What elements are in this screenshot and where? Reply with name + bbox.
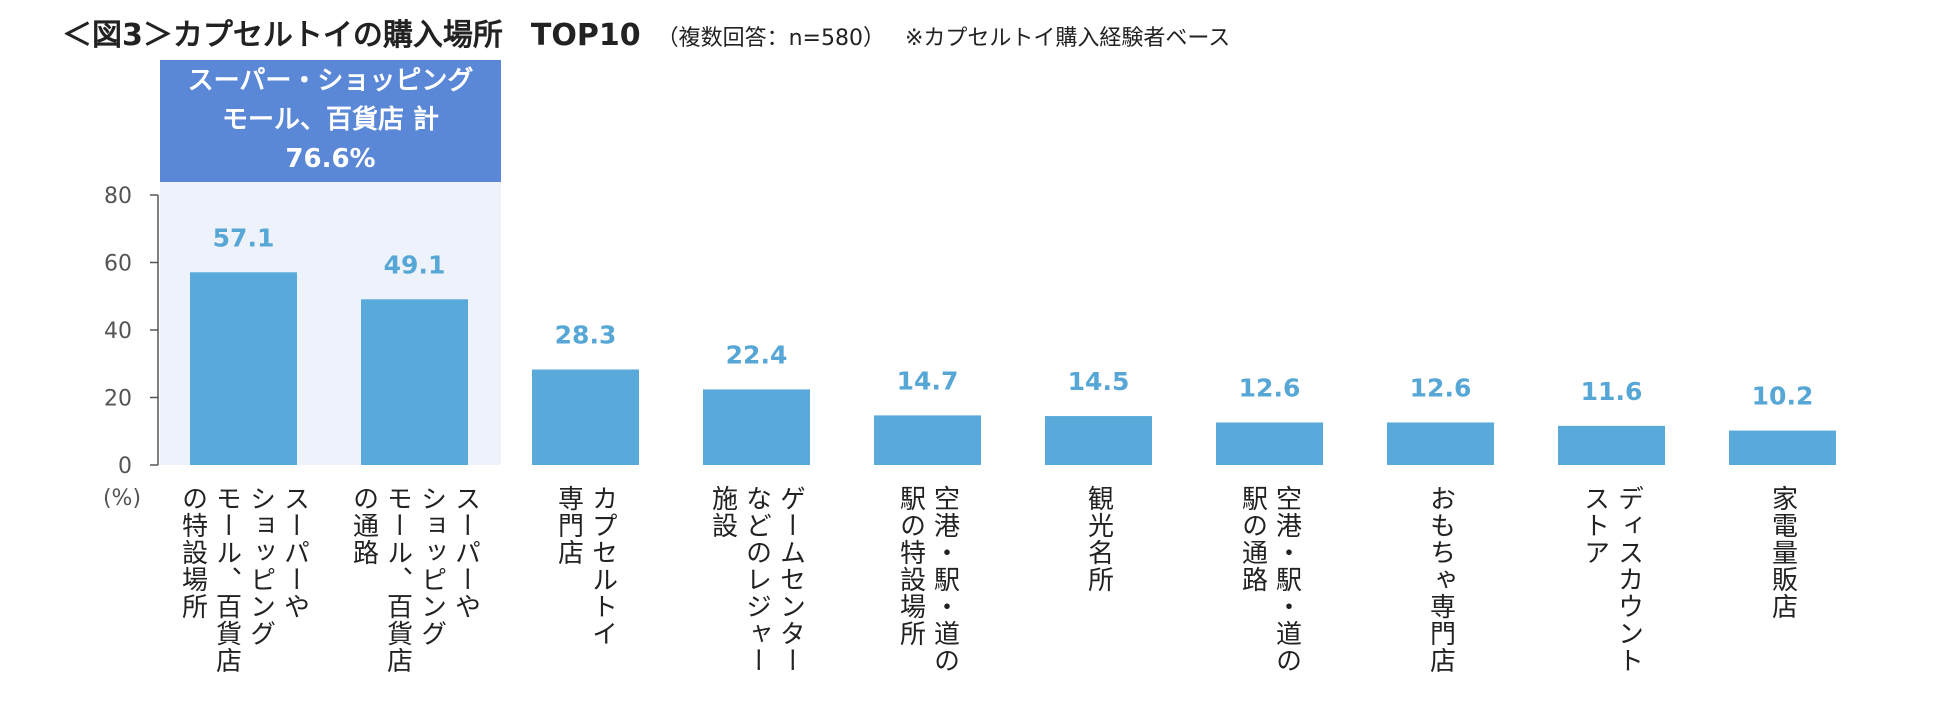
category-label: 空港・駅・道の 駅の通路 [1236, 485, 1304, 710]
y-unit-label: (%) [103, 486, 141, 511]
value-label: 14.5 [1068, 367, 1130, 396]
category-label-line: ディスカウント [1613, 485, 1644, 674]
y-tick-label: 0 [118, 454, 132, 479]
value-label: 10.2 [1752, 382, 1814, 411]
bar [874, 415, 981, 465]
category-label-line: 家電量販店 [1767, 485, 1798, 620]
category-label: 家電量販店 [1766, 485, 1800, 710]
category-label-line: ストア [1579, 485, 1610, 566]
category-label-line: の特設場所 [177, 485, 208, 620]
bar [1558, 425, 1665, 465]
highlight-line-1: スーパー・ショッピング [187, 66, 474, 96]
category-label: 空港・駅・道の 駅の特設場所 [894, 485, 962, 710]
category-label-line: の通路 [348, 485, 379, 566]
title-sample-size: （複数回答：n=580） [656, 26, 885, 51]
category-label: おもちゃ専門店 [1424, 485, 1458, 710]
category-label-line: ショッピング [416, 485, 447, 647]
category-label-line: 駅の特設場所 [895, 485, 926, 647]
category-label: スーパーや ショッピング モール、百貨店 の通路 [347, 485, 483, 710]
category-label-line: 施設 [707, 485, 738, 539]
y-tick-label: 80 [104, 184, 132, 209]
y-tick-label: 20 [104, 387, 132, 412]
category-label-line: ゲームセンター [775, 485, 806, 674]
highlight-line-2: モール、百貨店 計 [221, 105, 440, 135]
category-label-line: 観光名所 [1083, 485, 1114, 593]
value-label: 11.6 [1581, 377, 1643, 406]
value-label: 12.6 [1239, 373, 1301, 402]
bar [190, 272, 297, 465]
category-label-line: スーパーや [279, 485, 310, 620]
bar [703, 389, 810, 465]
category-label-line: 空港・駅・道の [1271, 485, 1302, 674]
category-label-line: などのレジャー [741, 485, 772, 674]
y-tick-label: 40 [104, 319, 132, 344]
value-label: 49.1 [384, 250, 446, 279]
chart-title: ＜図3＞カプセルトイの購入場所 TOP10 （複数回答：n=580） ※カプセル… [62, 10, 1230, 60]
category-label-line: スーパーや [450, 485, 481, 620]
category-label-line: 駅の通路 [1237, 485, 1268, 593]
category-label-line: 専門店 [553, 485, 584, 566]
y-tick-label: 60 [104, 252, 132, 277]
highlight-total-value: 76.6% [285, 144, 376, 174]
value-label: 28.3 [555, 320, 617, 349]
value-labels: 57.1 49.1 28.3 22.4 14.7 14.5 12.6 12.6 11.6 10.2 [213, 223, 1814, 410]
bar [1729, 430, 1836, 465]
category-label-line: モール、百貨店 [382, 485, 413, 674]
category-label: カプセルトイ 専門店 [552, 485, 620, 710]
category-label-line: おもちゃ専門店 [1425, 485, 1456, 674]
title-base-note: ※カプセルトイ購入経験者ベース [904, 26, 1231, 51]
bar [1216, 422, 1323, 465]
title-main: ＜図3＞カプセルトイの購入場所 [62, 18, 503, 53]
category-label: スーパーや ショッピング モール、百貨店 の特設場所 [176, 485, 312, 710]
category-label: ゲームセンター などのレジャー 施設 [706, 485, 808, 710]
value-label: 14.7 [897, 366, 959, 395]
category-label: ディスカウント ストア [1578, 485, 1646, 710]
y-axis: 0 20 40 60 80 (%) [103, 184, 159, 511]
bar [1045, 416, 1152, 465]
category-label-line: 空港・駅・道の [929, 485, 960, 674]
value-label: 57.1 [213, 223, 275, 252]
bar [1387, 422, 1494, 465]
category-label-line: モール、百貨店 [211, 485, 242, 674]
bar [361, 299, 468, 465]
value-label: 22.4 [726, 340, 788, 369]
category-label-line: カプセルトイ [587, 485, 618, 647]
title-top10: TOP10 [530, 18, 641, 53]
bar [532, 369, 639, 465]
highlight-total-box: スーパー・ショッピング モール、百貨店 計 76.6% [160, 60, 501, 182]
category-label: 観光名所 [1082, 485, 1116, 710]
category-label-line: ショッピング [245, 485, 276, 647]
bars [190, 272, 1836, 465]
value-label: 12.6 [1410, 373, 1472, 402]
